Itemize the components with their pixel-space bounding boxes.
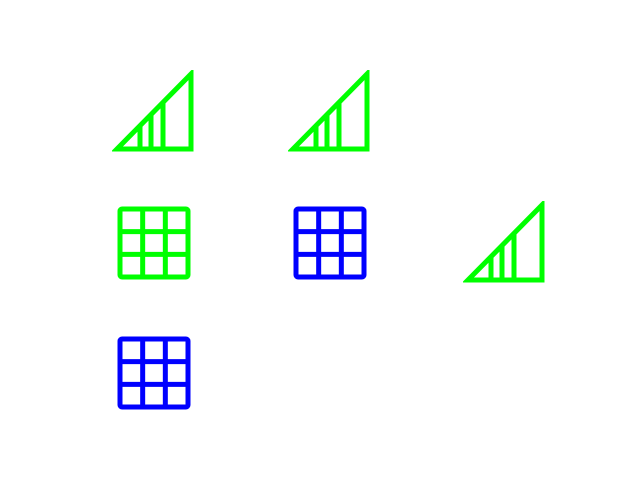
grid-icon — [293, 206, 367, 280]
signal-bars-icon — [463, 201, 545, 283]
grid-icon — [117, 206, 191, 280]
signal-bars-icon — [288, 70, 370, 152]
grid-icon — [117, 336, 191, 410]
signal-bars-icon — [112, 70, 194, 152]
